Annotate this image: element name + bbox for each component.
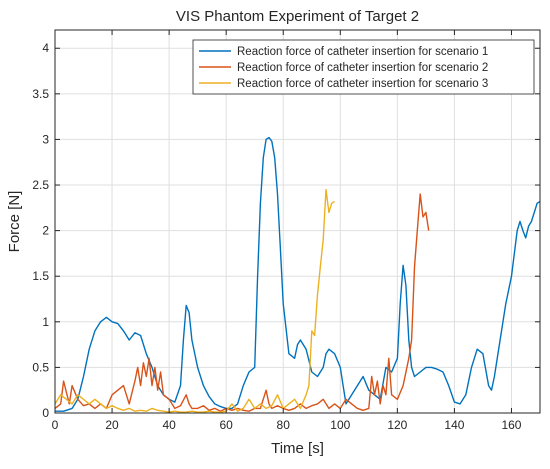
legend-entry-scenario-2: Reaction force of catheter insertion for…: [237, 62, 488, 74]
legend-entry-scenario-3: Reaction force of catheter insertion for…: [237, 78, 488, 90]
chart-title: VIS Phantom Experiment of Target 2: [176, 8, 419, 25]
x-tick-label: 40: [162, 418, 176, 432]
y-tick-label: 4: [42, 41, 49, 55]
y-tick-label: 2.5: [32, 178, 49, 192]
series-line-scenario-1: [55, 136, 541, 412]
y-tick-label: 3: [42, 132, 49, 146]
legend: Reaction force of catheter insertion for…: [192, 39, 535, 95]
x-tick-label: 20: [105, 418, 119, 432]
y-tick-label: 0: [42, 406, 49, 420]
x-tick-label: 140: [444, 418, 464, 432]
ticks: 0 20 40 60 80 100 120 140 160 0 0.5 1 1.5 2 2.5 3 3.5 4: [32, 30, 540, 432]
y-tick-label: 0.5: [32, 360, 49, 374]
plot-frame: [54, 29, 541, 414]
y-axis-label: Force [N]: [6, 191, 23, 253]
legend-box: [192, 39, 535, 95]
x-tick-label: 160: [501, 418, 521, 432]
series-line-scenario-3: [54, 188, 335, 413]
x-tick-label: 0: [52, 418, 59, 432]
y-tick-label: 1: [42, 315, 49, 329]
legend-entry-scenario-1: Reaction force of catheter insertion for…: [237, 46, 488, 58]
x-tick-label: 60: [219, 418, 233, 432]
series-lines: [54, 136, 541, 413]
y-tick-label: 2: [42, 224, 49, 238]
y-tick-label: 3.5: [32, 87, 49, 101]
y-tick-label: 1.5: [32, 269, 49, 283]
x-tick-label: 100: [330, 418, 350, 432]
x-tick-label: 120: [387, 418, 407, 432]
series-line-scenario-2: [54, 193, 430, 412]
x-axis-label: Time [s]: [271, 440, 324, 457]
x-tick-label: 80: [277, 418, 291, 432]
